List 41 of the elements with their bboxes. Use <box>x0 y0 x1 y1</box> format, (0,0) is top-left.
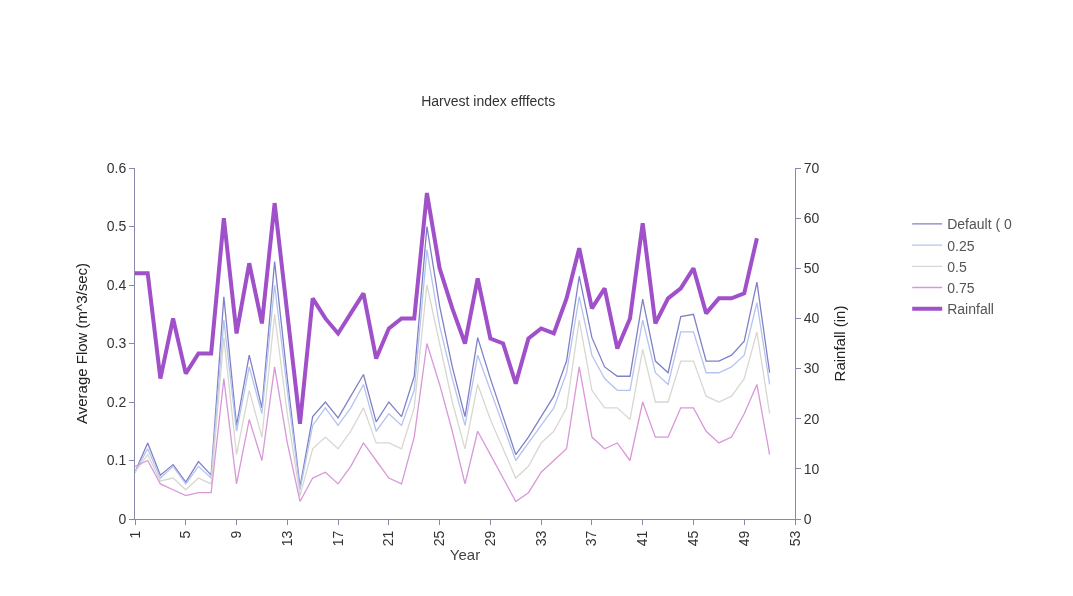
x-tick-label: 13 <box>278 530 295 547</box>
x-tick-label: 49 <box>735 530 752 547</box>
legend-label: Rainfall <box>947 301 994 318</box>
y-tick-label: 0.2 <box>106 393 127 410</box>
y-tick-label: 0 <box>118 510 127 527</box>
y-tick-label: 0.5 <box>106 218 127 235</box>
y2-tick-label: 20 <box>803 410 820 427</box>
y-tick-label: 0.3 <box>106 335 127 352</box>
x-tick-label: 53 <box>786 530 803 547</box>
y2-tick-label: 0 <box>803 510 812 527</box>
x-tick-label: 41 <box>634 530 651 547</box>
legend-label: 0.5 <box>947 258 967 275</box>
y2-tick-label: 70 <box>803 159 820 176</box>
x-tick-label: 9 <box>228 530 245 539</box>
y-tick-label: 0.6 <box>106 159 127 176</box>
y2-tick-label: 60 <box>803 210 820 227</box>
y2-axis-title: Rainfall (in) <box>830 305 848 382</box>
x-tick-label: 37 <box>583 530 600 547</box>
x-tick-label: 21 <box>380 530 397 547</box>
x-tick-label: 29 <box>481 530 498 547</box>
chart-title: Harvest index efffects <box>421 93 556 110</box>
legend-label: 0.75 <box>947 279 975 296</box>
x-tick-label: 1 <box>126 530 143 539</box>
line-series <box>135 284 771 497</box>
y2-tick-label: 50 <box>803 260 820 277</box>
y-tick-label: 0.4 <box>106 276 127 293</box>
y2-tick-label: 10 <box>803 460 820 477</box>
x-tick-label: 17 <box>329 530 346 547</box>
x-tick-label: 33 <box>532 530 549 547</box>
x-axis-title: Year <box>449 546 481 564</box>
x-tick-label: 5 <box>177 530 194 539</box>
legend-label: Default ( 0 <box>947 216 1012 233</box>
legend-label: 0.25 <box>947 237 975 254</box>
y2-tick-label: 40 <box>803 310 820 327</box>
y2-tick-label: 30 <box>803 360 820 377</box>
y-axis-title: Average Flow (m^3/sec) <box>72 263 90 424</box>
line-series <box>135 342 771 503</box>
line-series <box>135 191 759 426</box>
x-tick-label: 45 <box>685 530 702 547</box>
x-tick-label: 25 <box>431 530 448 547</box>
y-tick-label: 0.1 <box>106 452 127 469</box>
